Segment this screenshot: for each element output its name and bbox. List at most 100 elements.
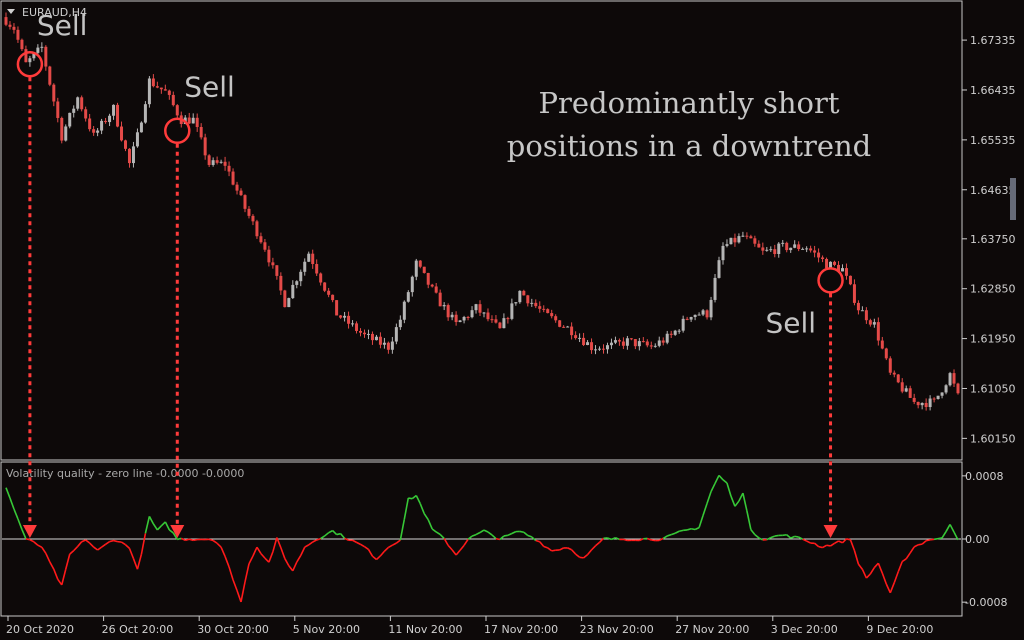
candle-body	[323, 282, 327, 291]
oscillator-segment	[857, 563, 864, 570]
indicator-tick-label: 0.0008	[965, 470, 1004, 483]
oscillator-segment	[124, 544, 131, 549]
candle-body	[235, 184, 239, 191]
oscillator-segment	[77, 541, 83, 547]
oscillator-segment	[623, 538, 628, 542]
oscillator-segment	[547, 547, 553, 552]
candle-body	[279, 275, 283, 291]
oscillator-segment	[918, 543, 923, 546]
oscillator-segment	[802, 538, 807, 542]
oscillator-segment	[718, 474, 724, 481]
oscillator-segment	[85, 539, 91, 544]
candle-body	[498, 322, 502, 329]
oscillator-segment	[17, 518, 23, 530]
oscillator-segment	[57, 578, 63, 586]
candle-body	[195, 117, 199, 127]
oscillator-segment	[865, 573, 871, 579]
candle-body	[749, 236, 753, 239]
candles-group	[4, 12, 960, 411]
candle-body	[753, 238, 757, 244]
symbol-dropdown-icon[interactable]	[7, 9, 15, 14]
oscillator-segment	[375, 555, 381, 561]
candle-body	[797, 244, 801, 250]
oscillator-segment	[383, 546, 389, 552]
oscillator-segment	[93, 546, 99, 551]
candle-body	[932, 398, 936, 400]
candle-body	[390, 341, 394, 350]
candle-body	[135, 132, 139, 147]
oscillator-segment	[455, 549, 461, 556]
candle-body	[928, 398, 932, 408]
oscillator-segment	[726, 482, 732, 497]
candle-body	[203, 137, 207, 156]
oscillator-segment	[678, 529, 684, 533]
candle-body	[717, 260, 721, 278]
indicator-panel[interactable]: Volatility quality - zero line -0.0000 -…	[0, 461, 1007, 617]
oscillator-segment	[276, 537, 282, 548]
oscillator-segment	[324, 532, 330, 537]
candle-body	[394, 327, 398, 342]
time-tick-label: 17 Nov 20:00	[484, 623, 558, 636]
candle-body	[872, 322, 876, 325]
oscillator-segment	[734, 500, 740, 507]
oscillator-segment	[459, 544, 465, 551]
candle-body	[677, 330, 681, 332]
oscillator-segment	[853, 550, 860, 565]
oscillator-segment	[674, 530, 680, 534]
candle-body	[566, 326, 570, 328]
candle-body	[72, 108, 76, 113]
oscillator-segment	[639, 538, 644, 542]
candle-body	[582, 337, 586, 346]
candle-body	[271, 262, 275, 266]
candle-body	[789, 247, 793, 251]
candle-body	[709, 299, 713, 318]
oscillator-segment	[177, 537, 182, 541]
candle-body	[175, 105, 179, 116]
oscillator-segment	[113, 539, 118, 543]
candle-body	[900, 382, 904, 392]
oscillator-segment	[101, 543, 107, 548]
oscillator-segment	[232, 579, 238, 591]
oscillator-segment	[371, 555, 377, 561]
candle-body	[737, 236, 741, 243]
oscillator-segment	[586, 549, 593, 556]
candle-body	[207, 155, 211, 165]
candle-body	[550, 313, 554, 317]
price-panel[interactable]: 1.67335 1.66435 1.65535 1.64635 1.63750 1.628…	[0, 0, 1016, 461]
candle-body	[147, 78, 151, 105]
candle-body	[578, 337, 582, 339]
candle-body	[821, 257, 825, 259]
oscillator-segment	[830, 542, 835, 547]
candle-body	[239, 190, 243, 196]
candle-body	[211, 160, 215, 165]
oscillator-segment	[822, 544, 827, 549]
oscillator-segment	[189, 538, 194, 542]
oscillator-segment	[45, 552, 51, 563]
candle-body	[36, 47, 40, 53]
oscillator-segment	[443, 537, 449, 546]
oscillator-segment	[909, 546, 915, 554]
candle-body	[430, 284, 434, 287]
candle-body	[888, 358, 892, 373]
price-panel-border	[0, 0, 963, 461]
candle-body	[490, 319, 494, 321]
candle-body	[649, 345, 653, 347]
candle-body	[450, 314, 454, 318]
oscillator-segment	[411, 494, 417, 500]
candle-body	[16, 29, 20, 40]
oscillator-segment	[320, 535, 326, 540]
candle-body	[76, 97, 80, 109]
candle-body	[438, 292, 442, 307]
oscillator-segment	[491, 534, 497, 540]
oscillator-segment	[53, 568, 59, 580]
candle-body	[833, 261, 837, 265]
oscillator-segment	[499, 535, 505, 541]
candle-body	[255, 221, 259, 237]
candle-body	[673, 330, 677, 335]
candle-body	[538, 306, 542, 309]
price-scroll-marker[interactable]	[1010, 178, 1016, 220]
candle-body	[247, 208, 251, 216]
oscillator-segment	[838, 540, 843, 544]
oscillator-segment	[164, 521, 171, 531]
candle-body	[825, 258, 829, 269]
